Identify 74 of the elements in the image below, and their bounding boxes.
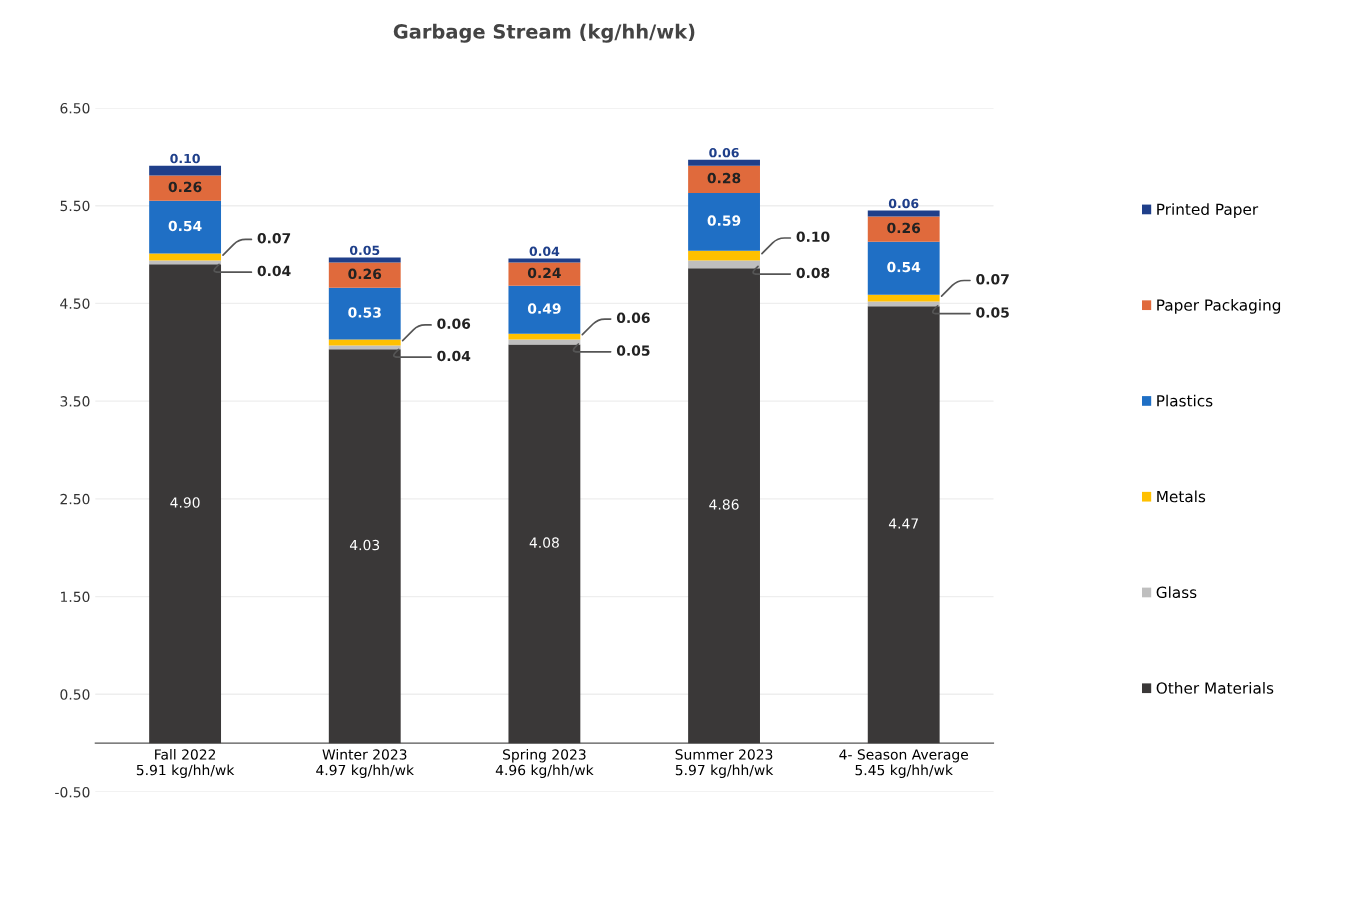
bar [508, 333, 581, 340]
data-label: 4.86 [709, 499, 739, 510]
data-label: 0.06 [437, 318, 471, 329]
x-tick-label: Spring 2023 4.96 kg/hh/wk [495, 748, 594, 778]
data-label: 0.28 [707, 172, 741, 184]
bar [328, 262, 401, 288]
bar [328, 345, 401, 350]
bar [867, 216, 940, 242]
bar [688, 250, 760, 261]
data-label: 0.08 [796, 267, 830, 279]
data-label: 4.47 [888, 518, 918, 529]
y-tick-label: -0.50 [55, 786, 90, 798]
chart-title: Garbage Stream (kg/hh/wk) [393, 23, 695, 43]
data-label: 0.05 [616, 345, 650, 356]
data-label: 0.26 [168, 181, 202, 193]
bar [149, 165, 222, 176]
data-label: 0.04 [257, 265, 291, 277]
y-tick-label: 1.50 [61, 591, 90, 603]
legend-label: Paper Packaging [1157, 298, 1281, 314]
bar [688, 260, 760, 269]
data-label: 0.04 [437, 350, 471, 362]
bar [508, 262, 581, 286]
y-tick-label: 0.50 [60, 689, 90, 700]
bar [149, 260, 222, 265]
data-label: 0.06 [888, 198, 919, 209]
bar [688, 268, 760, 744]
data-label: 4.90 [170, 497, 200, 508]
bar [508, 258, 581, 263]
data-label: 0.07 [976, 273, 1009, 285]
data-label: 0.05 [976, 307, 1009, 318]
data-label: 0.10 [170, 153, 200, 164]
legend-label: Plastics [1157, 394, 1213, 407]
legend-label: Printed Paper [1157, 203, 1259, 218]
data-label: 0.06 [616, 312, 650, 324]
bar [867, 301, 940, 307]
data-label: 0.53 [348, 307, 381, 318]
bar [328, 349, 401, 744]
y-tick-label: 5.50 [60, 200, 90, 212]
legend-label: Other Materials [1156, 682, 1274, 694]
x-tick-label: Summer 2023 5.97 kg/hh/wk [675, 749, 774, 778]
x-tick-label: 4- Season Average 5.45 kg/hh/wk [839, 749, 969, 778]
bar [149, 175, 222, 201]
x-tick-label: Fall 2022 5.91 kg/hh/wk [136, 748, 235, 778]
bar [149, 264, 222, 744]
data-label: 4.03 [349, 539, 380, 551]
bar [328, 287, 401, 340]
data-label: 0.06 [709, 147, 739, 158]
bar [688, 193, 760, 251]
legend-label: Glass [1156, 586, 1197, 599]
bar [688, 159, 760, 166]
bar [508, 285, 581, 334]
bar [867, 241, 940, 295]
data-label: 4.08 [529, 537, 559, 548]
data-label: 0.59 [707, 215, 741, 226]
data-label: 0.49 [527, 303, 561, 314]
data-label: 0.04 [529, 246, 560, 257]
y-tick-label: 2.50 [60, 493, 90, 505]
data-label: 0.24 [527, 267, 561, 279]
bar [149, 200, 222, 254]
y-tick-label: 4.50 [60, 298, 90, 309]
x-tick-label: Winter 2023 4.97 kg/hh/wk [316, 748, 414, 778]
y-tick-label: 3.50 [60, 396, 90, 407]
bar [688, 165, 760, 194]
data-label: 0.07 [257, 232, 291, 244]
bar [508, 344, 581, 744]
data-label: 0.26 [887, 222, 921, 234]
data-label: 0.10 [796, 231, 830, 242]
data-label: 0.54 [168, 220, 202, 232]
data-label: 0.26 [348, 268, 382, 280]
data-label: 0.05 [349, 245, 380, 256]
legend-label: Metals [1157, 490, 1206, 503]
bar [867, 306, 940, 744]
data-label: 0.54 [887, 261, 921, 273]
y-tick-label: 6.50 [60, 102, 90, 114]
